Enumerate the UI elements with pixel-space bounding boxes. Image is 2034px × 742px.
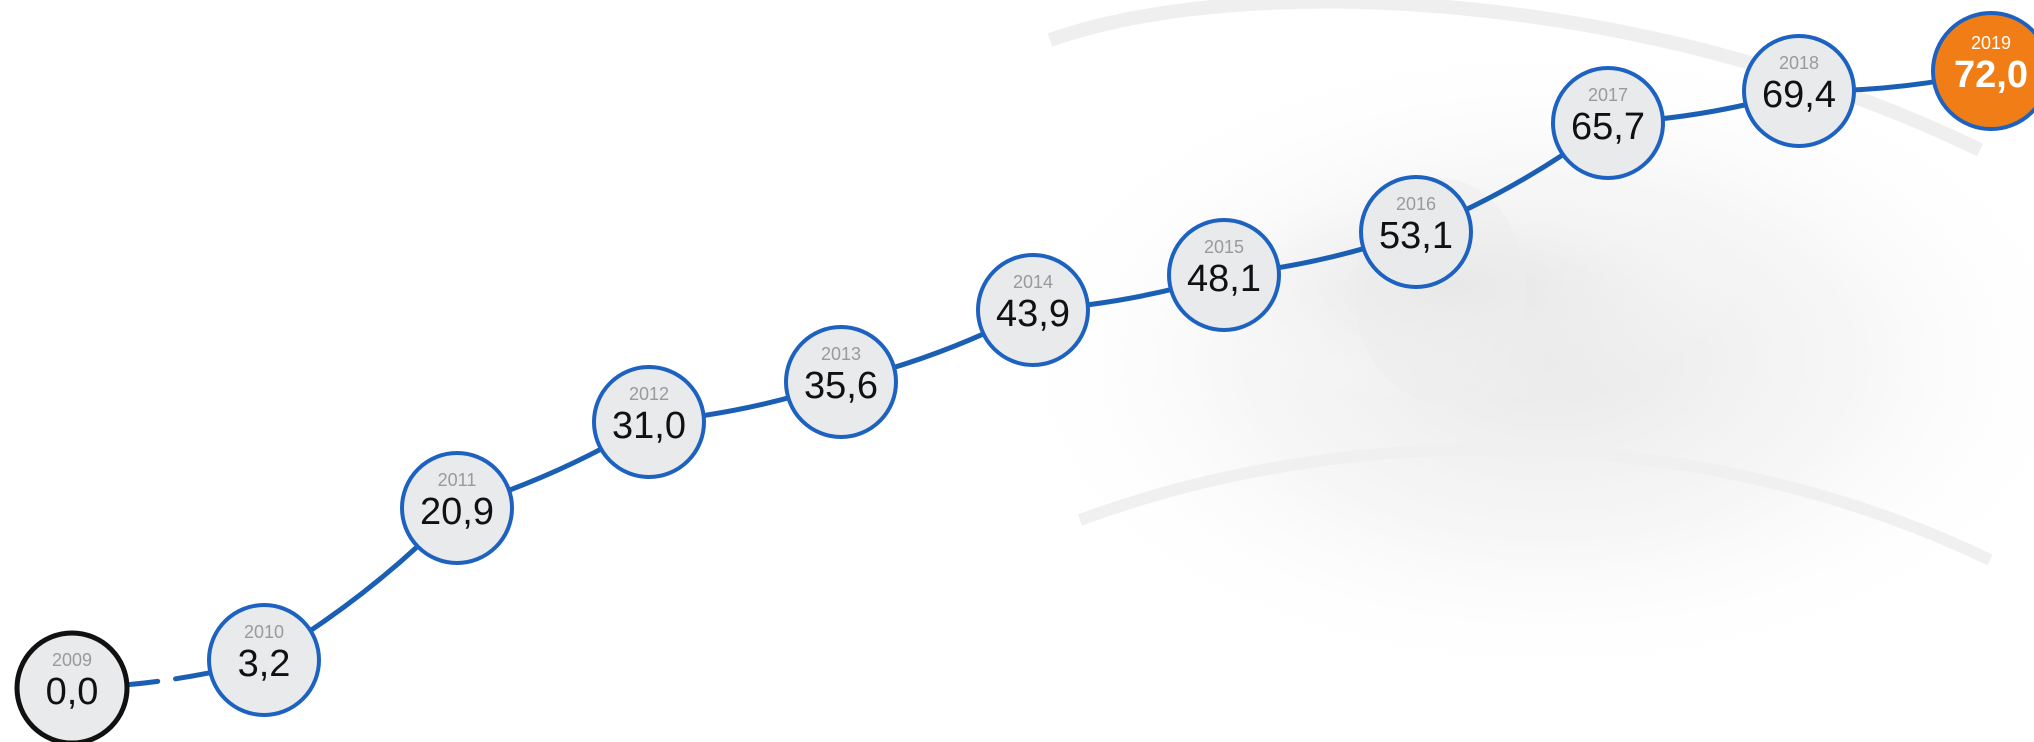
- x-tick-label: 2015: [1204, 237, 1244, 257]
- x-tick-label: 2009: [52, 650, 92, 670]
- data-point-marker: [592, 365, 706, 479]
- x-tick-label: 2017: [1588, 85, 1628, 105]
- x-tick-label: 2014: [1013, 272, 1053, 292]
- x-tick-label: 2019: [1971, 33, 2011, 53]
- data-point-marker: [1931, 11, 2034, 131]
- data-value-label: 53,1: [1379, 215, 1453, 257]
- data-value-label: 3,2: [238, 643, 291, 685]
- x-tick-label: 2013: [821, 344, 861, 364]
- data-point-marker: [1742, 34, 1856, 148]
- x-tick-label: 2010: [244, 622, 284, 642]
- background-eye-image: [990, 0, 2034, 690]
- data-point-marker: [784, 325, 898, 439]
- data-point-marker: [1551, 66, 1665, 180]
- x-tick-label: 2018: [1779, 53, 1819, 73]
- data-value-label: 20,9: [420, 491, 494, 533]
- data-value-label: 35,6: [804, 365, 878, 407]
- data-value-label: 65,7: [1571, 106, 1645, 148]
- data-value-label: 0,0: [46, 671, 99, 713]
- data-point-marker: [976, 253, 1090, 367]
- x-tick-label: 2011: [438, 470, 477, 490]
- data-point-marker: [1167, 218, 1281, 332]
- data-value-label: 69,4: [1762, 74, 1836, 116]
- data-point-layer: 20090,020103,2201120,9201231,0201335,620…: [14, 11, 2034, 742]
- data-point-marker: [1359, 175, 1473, 289]
- data-value-label: 43,9: [996, 293, 1070, 335]
- data-point-marker: [400, 451, 514, 565]
- x-tick-label: 2016: [1396, 194, 1436, 214]
- x-tick-label: 2012: [629, 384, 669, 404]
- data-value-label: 31,0: [612, 405, 686, 447]
- data-point-marker: [14, 630, 130, 742]
- data-point-marker: [207, 603, 321, 717]
- data-value-label: 72,0: [1954, 54, 2028, 96]
- data-value-label: 48,1: [1187, 258, 1261, 300]
